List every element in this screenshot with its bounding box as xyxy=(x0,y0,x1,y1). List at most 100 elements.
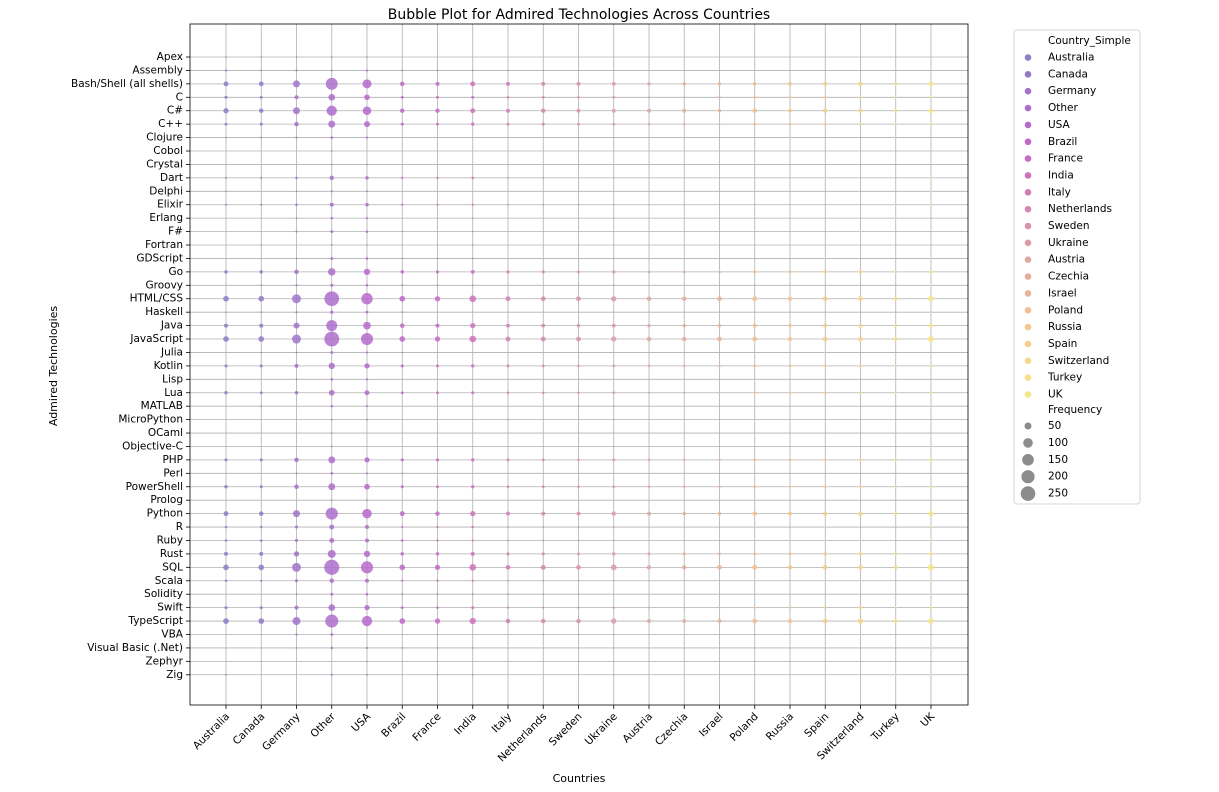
bubble-point xyxy=(893,296,898,301)
bubble-point xyxy=(366,499,368,501)
legend-size-title: Frequency xyxy=(1048,404,1102,416)
bubble-point xyxy=(507,526,509,528)
bubble-point xyxy=(577,270,580,274)
bubble-point xyxy=(540,564,546,570)
bubble-point xyxy=(471,122,475,126)
legend-label: Ukraine xyxy=(1048,237,1089,249)
bubble-point xyxy=(366,244,368,246)
bubble-point xyxy=(577,136,580,139)
bubble-point xyxy=(683,136,686,139)
bubble-point xyxy=(682,364,686,368)
bubble-point xyxy=(364,363,370,369)
bubble-point xyxy=(329,524,335,530)
bubble-point xyxy=(295,230,298,233)
bubble-point xyxy=(930,539,932,542)
bubble-point xyxy=(362,106,372,115)
bubble-point xyxy=(471,647,474,649)
bubble-point xyxy=(577,96,580,99)
bubble-point xyxy=(293,80,300,88)
bubble-point xyxy=(541,270,545,274)
bubble-point xyxy=(400,270,404,274)
legend-size-label: 200 xyxy=(1048,471,1068,483)
bubble-point xyxy=(365,69,369,72)
bubble-point xyxy=(435,270,440,274)
bubble-point xyxy=(365,257,369,260)
bubble-point xyxy=(859,230,862,233)
bubble-point xyxy=(858,296,863,302)
x-tick-label: India xyxy=(452,711,479,738)
bubble-point xyxy=(365,136,369,139)
bubble-point xyxy=(894,485,897,488)
x-tick-label: Russia xyxy=(764,711,796,743)
bubble-point xyxy=(470,510,476,517)
bubble-point xyxy=(435,108,440,113)
bubble-point xyxy=(858,564,863,570)
bubble-point xyxy=(260,579,263,582)
legend-label: Switzerland xyxy=(1048,355,1109,367)
bubble-point xyxy=(577,526,580,528)
bubble-point xyxy=(400,391,404,395)
bubble-point xyxy=(788,270,792,274)
bubble-point xyxy=(259,539,263,542)
bubble-point xyxy=(541,485,545,489)
legend-size-swatch xyxy=(1024,422,1032,430)
bubble-point xyxy=(612,525,615,529)
bubble-point xyxy=(364,525,370,530)
bubble-point xyxy=(324,291,340,307)
bubble-point xyxy=(717,336,722,342)
bubble-point xyxy=(295,633,298,636)
bubble-point xyxy=(542,539,545,542)
bubble-point xyxy=(611,296,617,302)
bubble-point xyxy=(611,81,616,86)
bubble-point xyxy=(295,203,298,206)
bubble-point xyxy=(753,163,756,166)
bubble-point xyxy=(576,618,581,624)
bubble-point xyxy=(648,203,650,206)
bubble-point xyxy=(295,56,298,58)
y-tick-label: R xyxy=(176,521,183,533)
bubble-point xyxy=(364,457,370,463)
bubble-point xyxy=(223,295,229,302)
x-tick-label: Brazil xyxy=(379,711,408,740)
legend-size-swatch xyxy=(1023,438,1033,448)
bubble-point xyxy=(859,96,862,99)
bubble-point xyxy=(224,203,228,206)
bubble-point xyxy=(823,458,827,462)
bubble-point xyxy=(224,525,228,529)
bubble-point xyxy=(223,618,229,624)
bubble-point xyxy=(717,82,722,86)
y-tick-label: Ruby xyxy=(157,534,183,546)
bubble-point xyxy=(576,296,581,302)
bubble-point xyxy=(682,485,686,489)
bubble-point xyxy=(326,320,338,332)
x-tick-label: Poland xyxy=(728,711,761,744)
bubble-point xyxy=(648,579,650,582)
bubble-point xyxy=(859,539,862,542)
bubble-point xyxy=(541,364,545,368)
y-tick-label: Prolog xyxy=(150,494,183,506)
bubble-point xyxy=(293,322,300,329)
bubble-point xyxy=(930,190,932,193)
legend-swatch xyxy=(1024,256,1032,264)
legend-label: Other xyxy=(1048,102,1078,114)
bubble-point xyxy=(542,579,545,582)
y-tick-label: Groovy xyxy=(146,279,184,291)
legend-size-swatch xyxy=(1021,470,1035,484)
legend-label: Canada xyxy=(1048,68,1088,80)
y-tick-label: GDScript xyxy=(136,252,183,264)
legend-label: Brazil xyxy=(1048,136,1077,148)
bubble-point xyxy=(471,364,475,368)
bubble-point xyxy=(894,108,898,113)
bubble-point xyxy=(682,565,687,570)
bubble-point xyxy=(577,364,580,368)
legend-label: Czechia xyxy=(1048,271,1089,283)
bubble-point xyxy=(611,618,617,624)
y-tick-label: Visual Basic (.Net) xyxy=(87,642,183,654)
bubble-point xyxy=(259,606,263,610)
legend-swatch xyxy=(1024,273,1032,280)
grid xyxy=(190,24,968,705)
bubble-point xyxy=(683,203,686,206)
legend-size-label: 250 xyxy=(1048,488,1068,500)
bubble-point xyxy=(858,323,863,328)
y-tick-label: Rust xyxy=(160,548,183,560)
